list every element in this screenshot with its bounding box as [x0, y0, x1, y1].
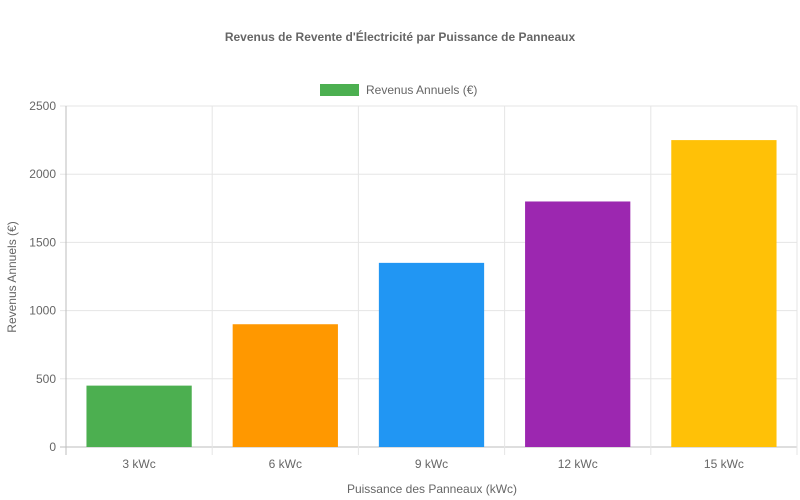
- gridlines: [60, 105, 798, 455]
- y-tick-label: 1000: [29, 304, 56, 318]
- tick-labels: 0 500 1000 1500 2000 2500 3 kWc 6 kWc 9 kWc 12 kW…: [29, 99, 744, 471]
- x-tick-label: 9 kWc: [415, 457, 448, 471]
- bar[interactable]: [671, 140, 777, 447]
- bars: [86, 140, 777, 447]
- chart-title: Revenus de Revente d'Électricité par Pui…: [225, 29, 576, 44]
- bar[interactable]: [86, 385, 192, 447]
- legend[interactable]: Revenus Annuels (€): [320, 83, 477, 97]
- legend-label: Revenus Annuels (€): [366, 83, 477, 97]
- y-tick-label: 0: [49, 440, 56, 454]
- bar[interactable]: [525, 201, 631, 447]
- y-tick-label: 2500: [29, 99, 56, 113]
- legend-swatch: [320, 84, 359, 96]
- x-axis-title: Puissance des Panneaux (kWc): [347, 482, 517, 496]
- y-axis-title: Revenus Annuels (€): [5, 221, 19, 332]
- bar[interactable]: [232, 324, 338, 447]
- x-tick-label: 6 kWc: [269, 457, 302, 471]
- y-tick-label: 1500: [29, 235, 56, 249]
- x-tick-label: 3 kWc: [122, 457, 155, 471]
- x-tick-label: 15 kWc: [704, 457, 744, 471]
- bar[interactable]: [378, 262, 485, 447]
- y-tick-label: 2000: [29, 167, 56, 181]
- y-tick-label: 500: [36, 372, 56, 386]
- x-tick-label: 12 kWc: [558, 457, 598, 471]
